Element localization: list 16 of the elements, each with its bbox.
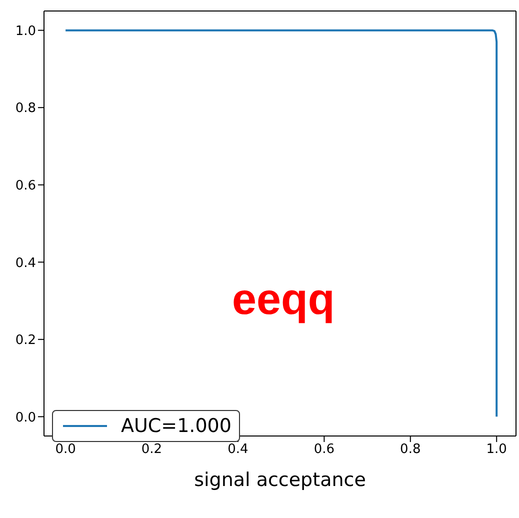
x-tick-label: 0.8	[400, 442, 421, 458]
x-axis-title: signal acceptance	[194, 469, 366, 491]
line-series	[64, 29, 498, 418]
annotation: eeqq	[232, 275, 335, 325]
y-tick-label: 0.2	[15, 333, 36, 348]
x-tick-label: 0.2	[141, 442, 162, 458]
y-tick-label: 0.6	[15, 178, 36, 194]
y-tick-label: 1.0	[15, 24, 36, 39]
legend-label: AUC=1.000	[121, 415, 232, 437]
x-tick-label: 0.6	[314, 442, 335, 458]
x-tick-label: 0.4	[228, 442, 248, 458]
y-tick-label: 0.0	[15, 410, 36, 426]
y-tick-label: 0.4	[15, 256, 36, 271]
y-tick-label: 0.8	[15, 101, 36, 116]
x-tick-label: 1.0	[486, 442, 507, 458]
x-tick-label: 0.0	[55, 442, 76, 458]
